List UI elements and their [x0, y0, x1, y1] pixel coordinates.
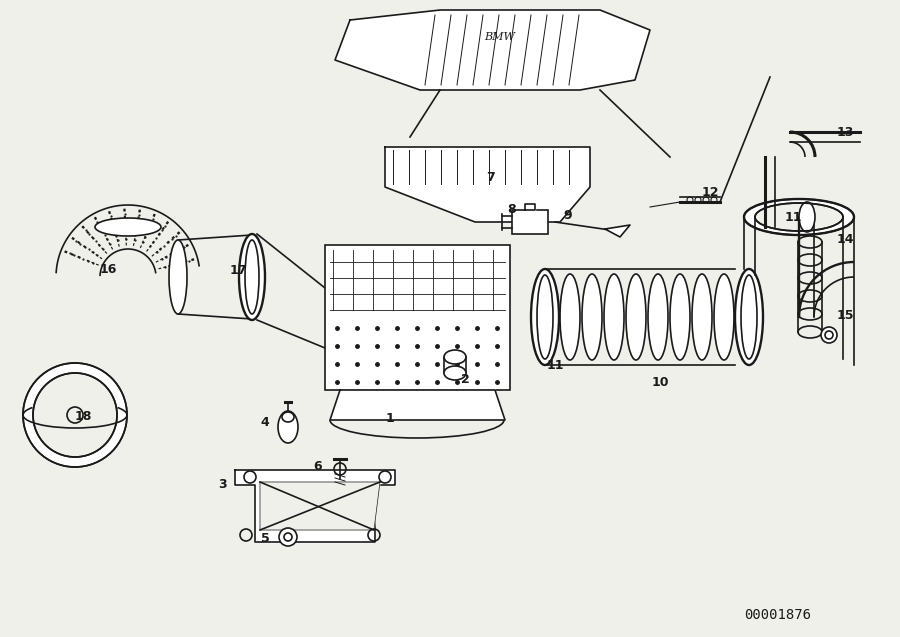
Text: 13: 13 — [836, 125, 854, 138]
Text: 5: 5 — [261, 533, 269, 545]
Text: 00001876: 00001876 — [744, 608, 812, 622]
Ellipse shape — [799, 202, 815, 232]
Ellipse shape — [648, 274, 668, 360]
Ellipse shape — [744, 199, 854, 235]
Polygon shape — [330, 390, 505, 420]
Polygon shape — [235, 470, 395, 542]
Text: 12: 12 — [701, 185, 719, 199]
Text: 9: 9 — [563, 208, 572, 222]
Ellipse shape — [735, 269, 763, 365]
Text: 11: 11 — [784, 210, 802, 224]
Polygon shape — [605, 225, 630, 237]
Text: 16: 16 — [99, 262, 117, 275]
Polygon shape — [525, 204, 535, 210]
Text: BMW: BMW — [484, 32, 516, 42]
Ellipse shape — [239, 234, 265, 320]
Ellipse shape — [560, 274, 580, 360]
Ellipse shape — [282, 412, 294, 422]
Text: 2: 2 — [461, 373, 470, 385]
Text: 15: 15 — [836, 308, 854, 322]
Ellipse shape — [582, 274, 602, 360]
Text: 4: 4 — [261, 415, 269, 429]
Text: 7: 7 — [486, 171, 494, 183]
Text: 18: 18 — [75, 410, 92, 424]
Ellipse shape — [714, 274, 734, 360]
Ellipse shape — [278, 411, 298, 443]
Ellipse shape — [444, 366, 466, 380]
FancyBboxPatch shape — [325, 245, 510, 390]
Ellipse shape — [626, 274, 646, 360]
Ellipse shape — [95, 218, 161, 236]
Circle shape — [279, 528, 297, 546]
Text: 17: 17 — [230, 264, 247, 276]
Ellipse shape — [531, 269, 559, 365]
Circle shape — [33, 373, 117, 457]
Ellipse shape — [692, 274, 712, 360]
Polygon shape — [335, 10, 650, 90]
Ellipse shape — [755, 203, 843, 231]
FancyBboxPatch shape — [512, 210, 548, 234]
Polygon shape — [385, 147, 590, 222]
Text: 3: 3 — [218, 478, 226, 492]
Ellipse shape — [604, 274, 624, 360]
Text: 8: 8 — [508, 203, 517, 215]
Text: 1: 1 — [385, 413, 394, 426]
Text: 10: 10 — [652, 375, 669, 389]
Ellipse shape — [169, 240, 187, 314]
Ellipse shape — [670, 274, 690, 360]
Text: 14: 14 — [836, 233, 854, 245]
Circle shape — [23, 363, 127, 467]
Text: 11: 11 — [546, 359, 563, 371]
Polygon shape — [260, 482, 380, 530]
Text: 6: 6 — [314, 461, 322, 473]
Circle shape — [821, 327, 837, 343]
Ellipse shape — [444, 350, 466, 364]
